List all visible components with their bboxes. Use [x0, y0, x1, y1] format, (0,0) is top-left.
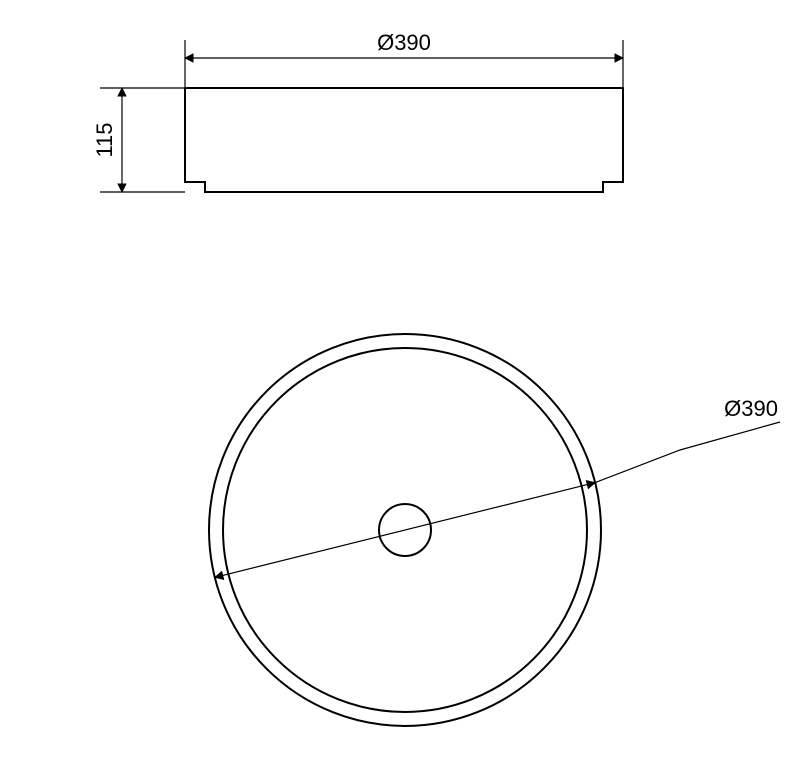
technical-drawing: Ø390 115 Ø390: [0, 0, 811, 779]
dim-line-diameter: [215, 483, 595, 578]
top-view: Ø390: [209, 334, 780, 726]
dim-label-diameter: Ø390: [724, 396, 778, 421]
dim-label-width: Ø390: [377, 30, 431, 55]
dim-label-height: 115: [92, 122, 117, 157]
side-profile: [185, 88, 623, 192]
side-view: Ø390 115: [92, 30, 623, 192]
leader-line: [595, 422, 780, 483]
